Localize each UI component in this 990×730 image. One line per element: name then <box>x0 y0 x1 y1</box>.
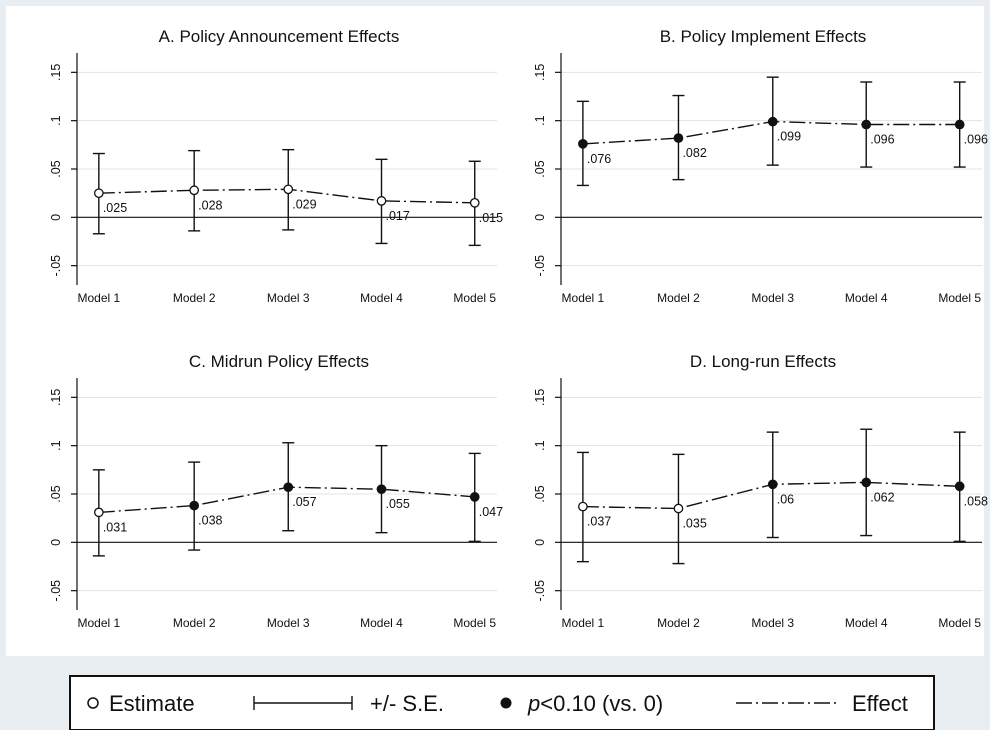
panel-b-y-tick-label: 0 <box>533 214 547 221</box>
panel-c-y-tick-label: 0 <box>49 539 63 546</box>
panel-d-significant-marker <box>954 481 965 492</box>
panel-c-data-label: .057 <box>292 495 316 509</box>
panel-d-title: D. Long-run Effects <box>690 352 836 371</box>
panel-b-y-tick-label: .15 <box>533 64 547 81</box>
panel-d-data-label: .062 <box>870 490 894 504</box>
panel-c-significant-marker <box>189 500 200 511</box>
panel-c-data-label: .031 <box>103 520 127 534</box>
panel-d-estimate-marker <box>673 503 684 514</box>
panel-a-x-category-label: Model 4 <box>360 291 403 305</box>
panel-d-x-category-label: Model 4 <box>845 616 888 630</box>
legend-significance-rest: <0.10 (vs. 0) <box>540 691 663 716</box>
panel-c-x-category-label: Model 3 <box>267 616 310 630</box>
panel-d-x-category-label: Model 3 <box>751 616 794 630</box>
panel-c-title: C. Midrun Policy Effects <box>189 352 369 371</box>
panel-c-x-category-label: Model 2 <box>173 616 216 630</box>
panel-a-y-tick-label: .1 <box>49 115 63 125</box>
panel-a-data-label: .015 <box>479 211 503 225</box>
panel-c-significant-marker <box>469 492 480 502</box>
panel-d-x-category-label: Model 2 <box>657 616 700 630</box>
panel-a-data-label: .017 <box>386 209 410 223</box>
panel-b-y-tick-label: -.05 <box>533 255 547 277</box>
panel-a: A. Policy Announcement Effects -.05 0 .05.… <box>49 27 503 305</box>
panel-d-y-tick-label: .1 <box>533 440 547 450</box>
panel-a-data-label: .028 <box>198 198 222 212</box>
panel-a-title: A. Policy Announcement Effects <box>159 27 400 46</box>
panel-c-x-category-label: Model 5 <box>453 616 496 630</box>
panel-a-data-label: .029 <box>292 197 316 211</box>
panel-d-data-label: .06 <box>777 492 794 506</box>
panel-b-x-category-label: Model 3 <box>751 291 794 305</box>
panel-d-x-category-label: Model 1 <box>562 616 605 630</box>
panel-d-y-tick-label: 0 <box>533 539 547 546</box>
panel-b: B. Policy Implement Effects -.05 0 .05 .1 .1… <box>533 27 988 305</box>
panel-b-significant-marker <box>578 139 588 149</box>
panel-b-x-category-label: Model 2 <box>657 291 700 305</box>
panel-c-data-label: .047 <box>479 505 503 519</box>
panel-a-x-category-label: Model 3 <box>267 291 310 305</box>
panel-a-y-tick-label: .15 <box>49 64 63 81</box>
panel-c: C. Midrun Policy Effects -.05 0 .05 .1 .15 Mo… <box>49 352 503 630</box>
panel-a-estimate-marker <box>93 188 104 199</box>
panel-d-x-category-label: Model 5 <box>938 616 981 630</box>
panel-c-significant-marker <box>283 482 294 493</box>
panel-a-x-category-label: Model 2 <box>173 291 216 305</box>
panel-a-estimate-marker <box>283 184 294 195</box>
panel-b-title: B. Policy Implement Effects <box>660 27 867 46</box>
panel-b-data-label: .076 <box>587 152 611 166</box>
panel-c-estimate-marker <box>93 507 104 518</box>
panel-c-x-category-label: Model 4 <box>360 616 403 630</box>
legend-filled-marker-icon <box>500 697 512 709</box>
panel-b-y-tick-label: .05 <box>533 160 547 177</box>
panel-c-significant-marker <box>376 484 387 495</box>
panel-b-data-label: .099 <box>777 130 801 144</box>
legend-estimate-label: Estimate <box>109 691 195 716</box>
panel-c-y-tick-label: .1 <box>49 440 63 450</box>
legend-se-label: +/- S.E. <box>370 691 444 716</box>
panel-d-data-label: .037 <box>587 515 611 529</box>
panel-a-y-tick-label: -.05 <box>49 255 63 277</box>
panel-b-significant-marker <box>954 119 965 130</box>
panel-d-data-label: .035 <box>682 517 706 531</box>
legend-hollow-marker-icon <box>87 697 99 709</box>
panel-a-estimate-marker <box>189 185 200 196</box>
panel-d-significant-marker <box>861 477 872 488</box>
panel-a-y-tick-label: 0 <box>49 214 63 221</box>
panel-b-x-category-label: Model 1 <box>562 291 605 305</box>
panel-d-y-tick-label: .15 <box>533 389 547 406</box>
panel-d-y-tick-label: .05 <box>533 485 547 502</box>
panel-c-y-tick-label: .15 <box>49 389 63 406</box>
panel-b-y-tick-label: .1 <box>533 115 547 125</box>
panel-d-significant-marker <box>767 479 778 490</box>
panel-c-x-category-label: Model 1 <box>77 616 120 630</box>
legend: Estimate +/- S.E. p<0.10 (vs. 0) Effect <box>69 675 935 730</box>
panel-b-x-category-label: Model 5 <box>938 291 981 305</box>
panel-c-data-label: .055 <box>386 497 410 511</box>
panel-a-x-category-label: Model 1 <box>77 291 120 305</box>
legend-significance-label: p<0.10 (vs. 0) <box>527 691 663 716</box>
panel-d-estimate-marker <box>578 501 588 512</box>
panel-a-x-category-label: Model 5 <box>453 291 496 305</box>
panel-c-y-tick-label: -.05 <box>49 580 63 602</box>
panel-b-data-label: .082 <box>682 146 706 160</box>
panel-a-y-tick-label: .05 <box>49 160 63 177</box>
panel-d: D. Long-run Effects -.05 0 .05 .1 .15 Model 1… <box>533 352 988 630</box>
panel-d-y-tick-label: -.05 <box>533 580 547 602</box>
panel-d-data-label: .058 <box>964 494 988 508</box>
panel-c-y-tick-label: .05 <box>49 485 63 502</box>
panel-a-data-label: .025 <box>103 201 127 215</box>
panel-c-data-label: .038 <box>198 514 222 528</box>
plot-area-background <box>6 6 984 656</box>
panel-b-x-category-label: Model 4 <box>845 291 888 305</box>
panel-a-estimate-marker <box>469 197 480 208</box>
panel-b-significant-marker <box>673 133 684 143</box>
panel-a-estimate-marker <box>376 196 387 206</box>
panel-b-data-label: .096 <box>964 133 988 147</box>
legend-effect-label: Effect <box>852 691 908 716</box>
panel-b-significant-marker <box>767 116 778 127</box>
legend-significance-p: p <box>527 691 540 716</box>
panel-b-data-label: .096 <box>870 133 894 147</box>
panel-b-significant-marker <box>861 119 872 130</box>
